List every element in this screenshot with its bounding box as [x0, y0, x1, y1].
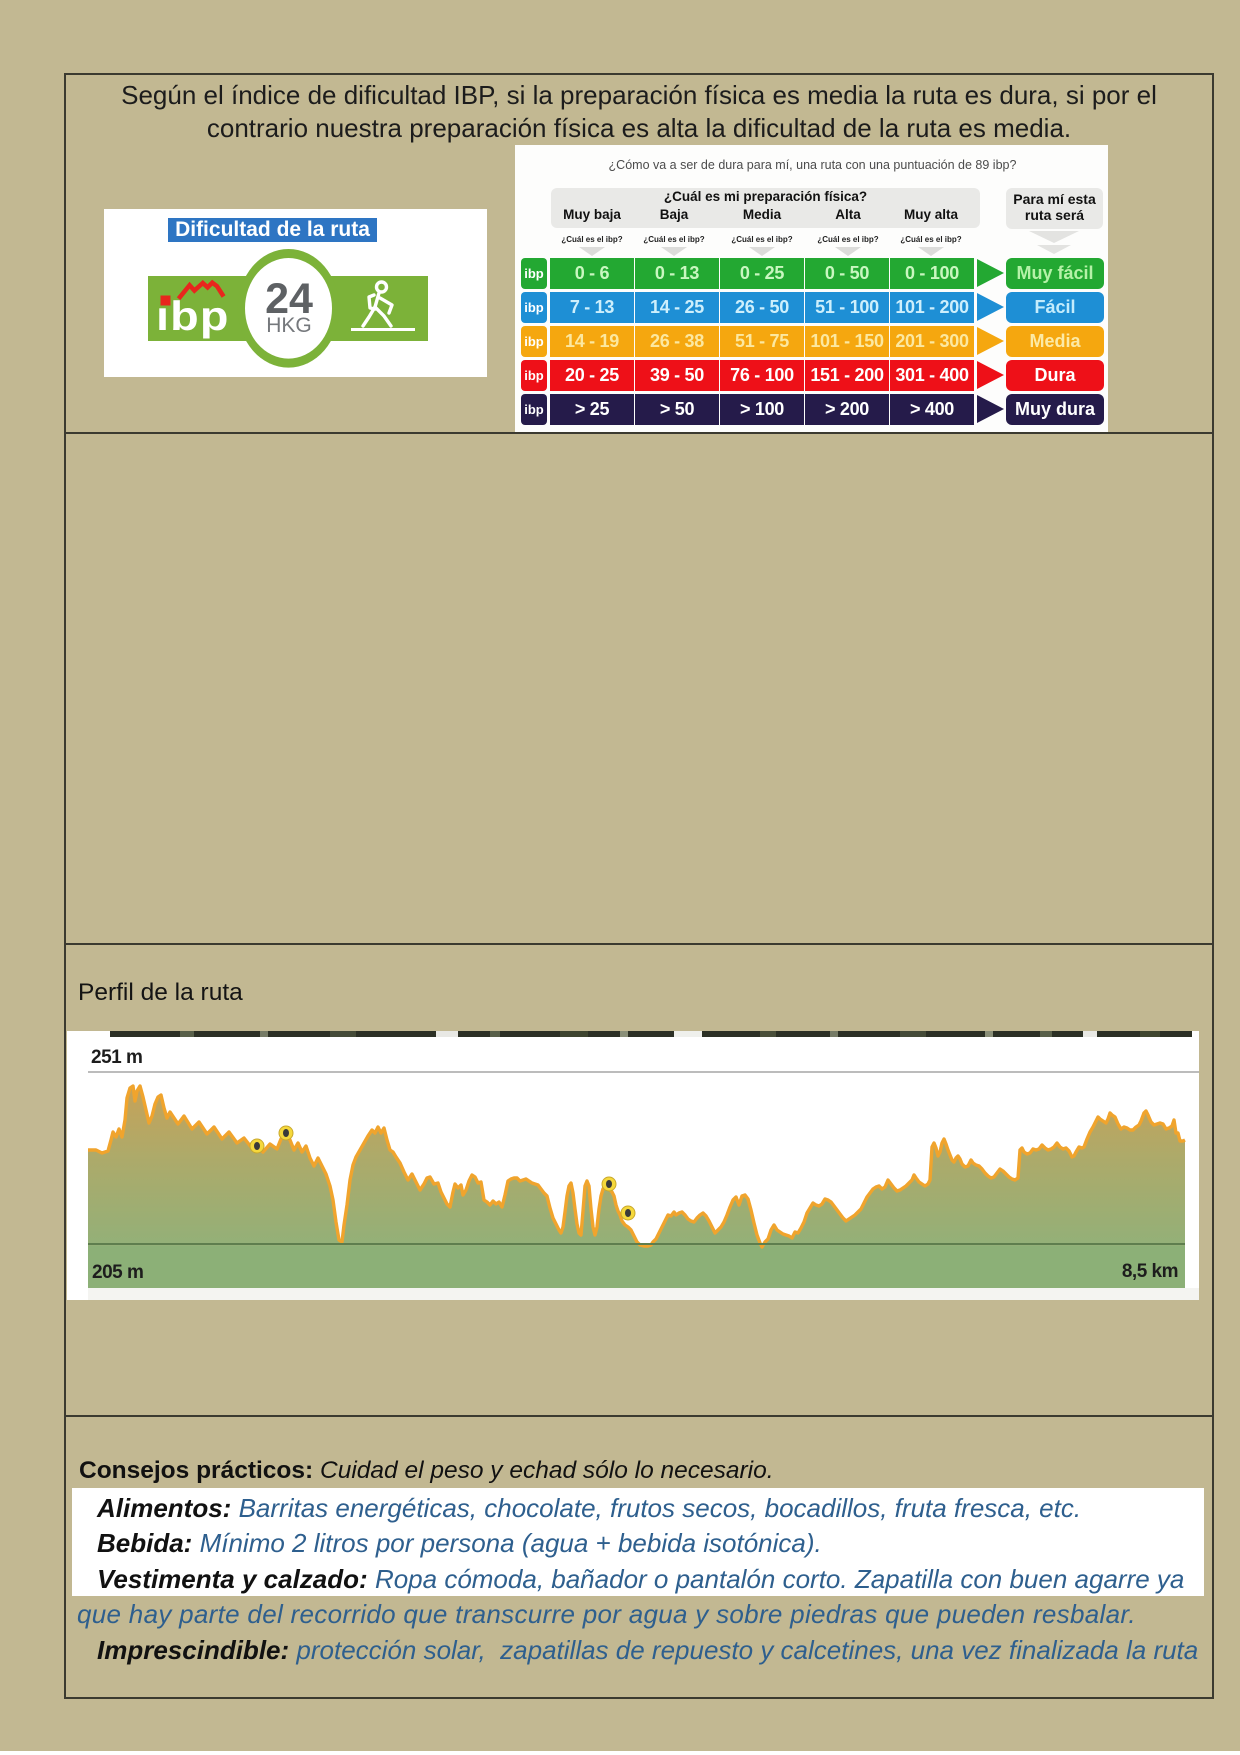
- svg-text:8,5 km: 8,5 km: [1122, 1261, 1178, 1282]
- svg-text:251 m: 251 m: [91, 1047, 142, 1068]
- svg-text:ıbp: ıbp: [156, 293, 230, 339]
- svg-text:205 m: 205 m: [92, 1262, 143, 1283]
